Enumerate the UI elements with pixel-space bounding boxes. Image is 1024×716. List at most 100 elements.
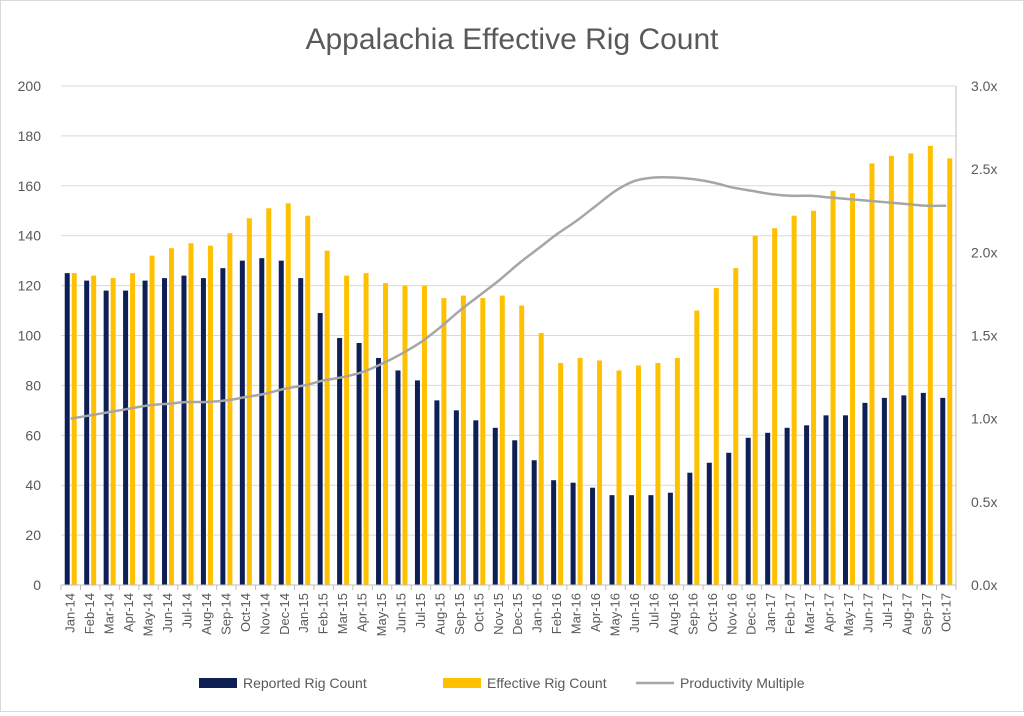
bar-reported bbox=[551, 480, 557, 585]
bar-reported bbox=[220, 268, 226, 585]
bar-effective bbox=[927, 145, 933, 585]
x-tick-label: Sep-14 bbox=[218, 593, 233, 635]
x-tick-label: Jun-17 bbox=[860, 593, 875, 633]
y-left-tick-label: 180 bbox=[18, 128, 42, 144]
y-left-tick-label: 20 bbox=[25, 527, 41, 543]
bar-reported bbox=[317, 313, 323, 585]
x-tick-label: Aug-14 bbox=[199, 593, 214, 635]
x-tick-label: May-15 bbox=[374, 593, 389, 636]
bar-reported bbox=[492, 427, 498, 585]
bar-reported bbox=[687, 472, 693, 585]
x-tick-label: Jun-14 bbox=[160, 593, 175, 633]
bar-reported bbox=[842, 415, 848, 585]
x-tick-label: Nov-15 bbox=[491, 593, 506, 635]
bar-effective bbox=[227, 233, 233, 585]
x-tick-label: Mar-15 bbox=[335, 593, 350, 634]
y-right-tick-label: 0.0x bbox=[971, 577, 997, 593]
bar-effective bbox=[577, 357, 583, 585]
y-left-tick-label: 60 bbox=[25, 427, 41, 443]
x-tick-label: Jan-17 bbox=[763, 593, 778, 633]
bar-reported bbox=[278, 260, 284, 585]
bar-reported bbox=[84, 280, 90, 585]
bar-effective bbox=[91, 275, 97, 585]
bar-reported bbox=[142, 280, 148, 585]
x-tick-label: Sep-15 bbox=[452, 593, 467, 635]
productivity-line-layer bbox=[70, 175, 947, 420]
bar-reported bbox=[823, 415, 829, 585]
bar-effective bbox=[694, 310, 700, 585]
legend-label: Productivity Multiple bbox=[680, 675, 805, 691]
bar-effective bbox=[947, 158, 953, 586]
y-right-tick-label: 2.0x bbox=[971, 244, 997, 260]
x-tick-label: Jan-16 bbox=[530, 593, 545, 633]
bar-reported bbox=[667, 492, 673, 585]
bar-effective bbox=[460, 295, 466, 585]
bar-effective bbox=[655, 362, 661, 585]
x-tick-label: Jun-16 bbox=[627, 593, 642, 633]
bar-effective bbox=[207, 245, 213, 585]
x-tick-label: Apr-15 bbox=[355, 593, 370, 632]
bar-effective bbox=[499, 295, 505, 585]
legend-swatch bbox=[199, 678, 237, 688]
bar-reported bbox=[181, 275, 187, 585]
x-tick-label: Mar-17 bbox=[802, 593, 817, 634]
bar-effective bbox=[305, 215, 311, 586]
bar-effective bbox=[71, 273, 77, 585]
bar-reported bbox=[726, 452, 732, 585]
x-tick-label: Jun-15 bbox=[393, 593, 408, 633]
chart-title: Appalachia Effective Rig Count bbox=[305, 23, 719, 56]
bar-reported bbox=[590, 487, 596, 585]
x-tick-label: Aug-15 bbox=[432, 593, 447, 635]
y-left-tick-label: 200 bbox=[18, 78, 42, 94]
bar-reported bbox=[259, 258, 265, 585]
bar-effective bbox=[888, 155, 894, 586]
bar-effective bbox=[402, 285, 408, 585]
bar-reported bbox=[103, 290, 109, 585]
x-tick-label: Mar-16 bbox=[569, 593, 584, 634]
y-right-tick-label: 1.5x bbox=[971, 328, 997, 344]
y-right-tick-label: 3.0x bbox=[971, 78, 997, 94]
axes: 0 20 40 60 80 100 120 140 160 180 200 0.0x 0.5x 1.0x 1… bbox=[18, 78, 998, 636]
bar-effective bbox=[421, 285, 427, 585]
x-tick-label: Dec-15 bbox=[510, 593, 525, 635]
bar-reported bbox=[648, 495, 654, 585]
bar-effective bbox=[791, 215, 797, 586]
bar-reported bbox=[940, 397, 946, 585]
bar-effective bbox=[713, 288, 719, 585]
bar-reported bbox=[123, 290, 129, 585]
y-left-tick-label: 40 bbox=[25, 477, 41, 493]
legend-label: Effective Rig Count bbox=[487, 675, 607, 691]
bar-reported bbox=[784, 427, 790, 585]
bar-reported bbox=[570, 482, 576, 585]
legend: Reported Rig Count Effective Rig Count Pro… bbox=[199, 675, 805, 691]
bar-reported bbox=[453, 410, 459, 585]
bar-effective bbox=[849, 193, 855, 585]
bar-effective bbox=[558, 362, 564, 585]
x-tick-label: May-14 bbox=[141, 593, 156, 636]
x-tick-label: Apr-17 bbox=[822, 593, 837, 632]
bar-reported bbox=[239, 260, 245, 585]
x-tick-label: Sep-17 bbox=[919, 593, 934, 635]
bar-reported bbox=[298, 278, 304, 585]
legend-item: Reported Rig Count bbox=[199, 675, 367, 691]
y-right-tick-label: 1.0x bbox=[971, 411, 997, 427]
gridlines bbox=[61, 85, 956, 536]
x-tick-label: Mar-14 bbox=[102, 593, 117, 634]
x-tick-label: Oct-17 bbox=[938, 593, 953, 632]
bar-reported bbox=[745, 437, 751, 585]
x-tick-label: Nov-14 bbox=[257, 593, 272, 635]
x-tick-label: Jan-15 bbox=[296, 593, 311, 633]
bar-effective bbox=[772, 228, 778, 585]
x-tick-label: May-16 bbox=[608, 593, 623, 636]
x-tick-label: Dec-16 bbox=[744, 593, 759, 635]
bar-reported bbox=[862, 402, 868, 585]
bar-effective bbox=[519, 305, 525, 585]
bar-effective bbox=[869, 163, 875, 585]
x-tick-label: Feb-17 bbox=[783, 593, 798, 634]
x-tick-label: Oct-15 bbox=[471, 593, 486, 632]
bar-effective bbox=[733, 268, 739, 585]
bar-reported bbox=[200, 278, 206, 585]
x-tick-label: Jul-17 bbox=[880, 593, 895, 628]
bar-reported bbox=[337, 337, 343, 585]
